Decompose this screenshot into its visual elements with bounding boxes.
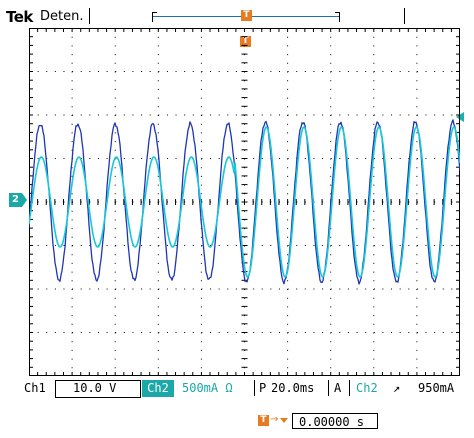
ch1-scale-box <box>55 380 141 398</box>
channel-settings-bar: Ch1 10.0 V 500mA Ω P 20.0ms A Ch2 ↗ 950m… <box>0 379 474 397</box>
record-trigger-marker: T <box>241 10 252 21</box>
ch2-scale[interactable]: 500mA Ω <box>182 381 233 395</box>
ch2-label: Ch2 <box>142 380 174 397</box>
ch1-waveform <box>29 119 460 285</box>
divider <box>349 380 350 396</box>
trigger-position-value[interactable]: 0.00000 s <box>292 413 378 429</box>
brand-logo: Tek <box>6 8 33 26</box>
channel-2-ground-marker[interactable]: 2 <box>9 193 27 207</box>
trigger-level-marker[interactable] <box>456 112 464 122</box>
rising-edge-icon: ↗ <box>393 381 401 395</box>
ch2-waveform <box>29 126 460 278</box>
ch1-label: Ch1 <box>24 381 46 395</box>
ch1-scale[interactable]: 10.0 V <box>73 381 117 395</box>
horizontal-scale[interactable]: 20.0ms <box>271 381 315 395</box>
trigger-position-marker[interactable]: T <box>240 36 251 47</box>
trigger-level[interactable]: 950mA <box>418 381 455 395</box>
divider <box>254 380 255 396</box>
status-divider-right <box>404 8 405 24</box>
graticule-grid <box>29 28 460 376</box>
acquisition-status: Deten. <box>40 9 84 24</box>
trigger-position-icon: T <box>258 415 269 426</box>
triangle-down-icon <box>280 418 288 423</box>
status-divider <box>89 8 90 24</box>
divider <box>328 380 329 396</box>
trigger-source[interactable]: Ch2 <box>356 381 378 395</box>
trigger-mode: A <box>334 381 342 395</box>
oscilloscope-graticule <box>29 28 460 376</box>
arrow-right-icon: → <box>270 414 279 425</box>
top-status-bar: Tek Deten. T <box>0 0 474 28</box>
horizontal-prefix: P <box>259 381 267 395</box>
